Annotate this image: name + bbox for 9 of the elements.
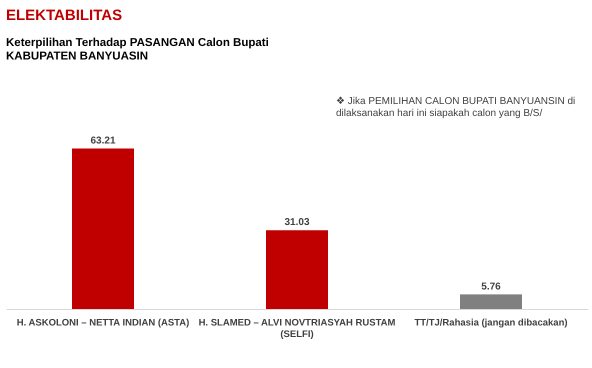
x-tick-label: H. SLAMED – ALVI NOVTRIASYAH RUSTAM (SELFI) xyxy=(198,318,396,340)
data-label: 5.76 xyxy=(481,281,502,292)
chart-subtitle: Keterpilihan Terhadap PASANGAN Calon Bupati KABUPATEN BANYUASIN xyxy=(6,37,269,62)
data-label: 31.03 xyxy=(284,217,310,228)
text: ❖ Jika PEMILIHAN CALON BUPATI BANYUANSIN di dilaksanakan hari ini siapakah calon yang B/S/ xyxy=(336,96,576,119)
x-tick-label: H. ASKOLONI – NETTA INDIAN (ASTA) xyxy=(16,318,190,328)
data-label: 63.21 xyxy=(90,136,116,147)
x-tick-label: TT/TJ/Rahasia (jangan dibacakan) xyxy=(414,318,568,328)
chart-title: ELEKTABILITAS xyxy=(6,7,122,24)
